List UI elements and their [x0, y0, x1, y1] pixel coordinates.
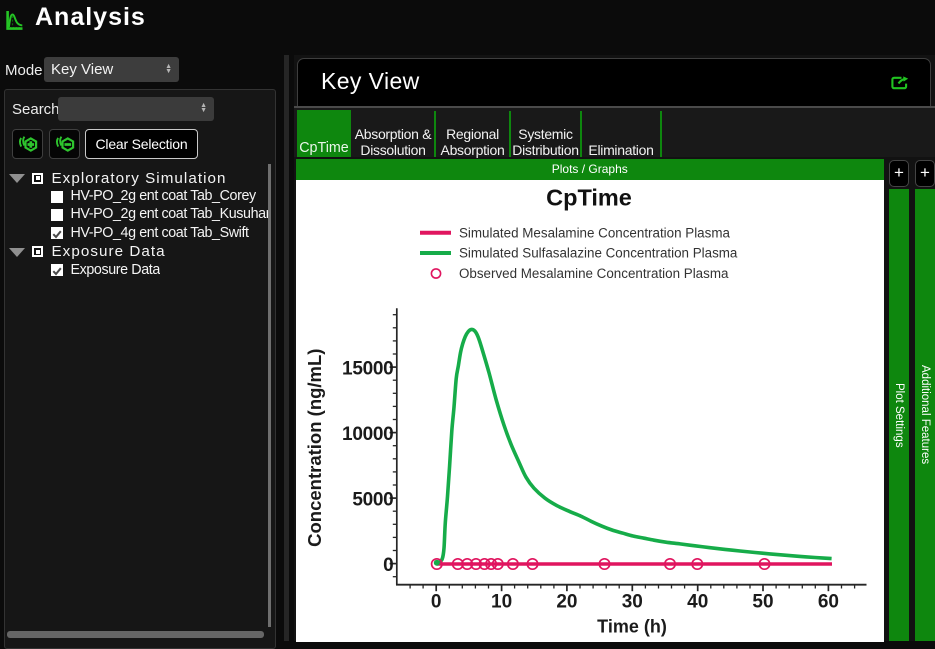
svg-text:0: 0 [383, 555, 393, 576]
svg-text:Concentration (ng/mL): Concentration (ng/mL) [304, 348, 325, 546]
svg-text:60: 60 [818, 591, 839, 612]
svg-text:20: 20 [556, 591, 577, 612]
svg-text:0: 0 [431, 591, 442, 612]
svg-text:30: 30 [622, 591, 643, 612]
svg-text:15000: 15000 [342, 358, 393, 379]
svg-text:50: 50 [752, 591, 773, 612]
svg-text:10000: 10000 [342, 424, 393, 445]
svg-text:Simulated Mesalamine Concentra: Simulated Mesalamine Concentration Plasm… [459, 225, 730, 240]
svg-text:40: 40 [687, 591, 708, 612]
svg-text:CpTime: CpTime [546, 184, 632, 210]
svg-text:Simulated Sulfasalazine Concen: Simulated Sulfasalazine Concentration Pl… [459, 245, 738, 260]
svg-text:5000: 5000 [352, 489, 393, 510]
svg-text:Observed Mesalamine Concentrat: Observed Mesalamine Concentration Plasma [459, 266, 729, 281]
svg-text:Time (h): Time (h) [597, 616, 667, 636]
svg-text:10: 10 [491, 591, 512, 612]
